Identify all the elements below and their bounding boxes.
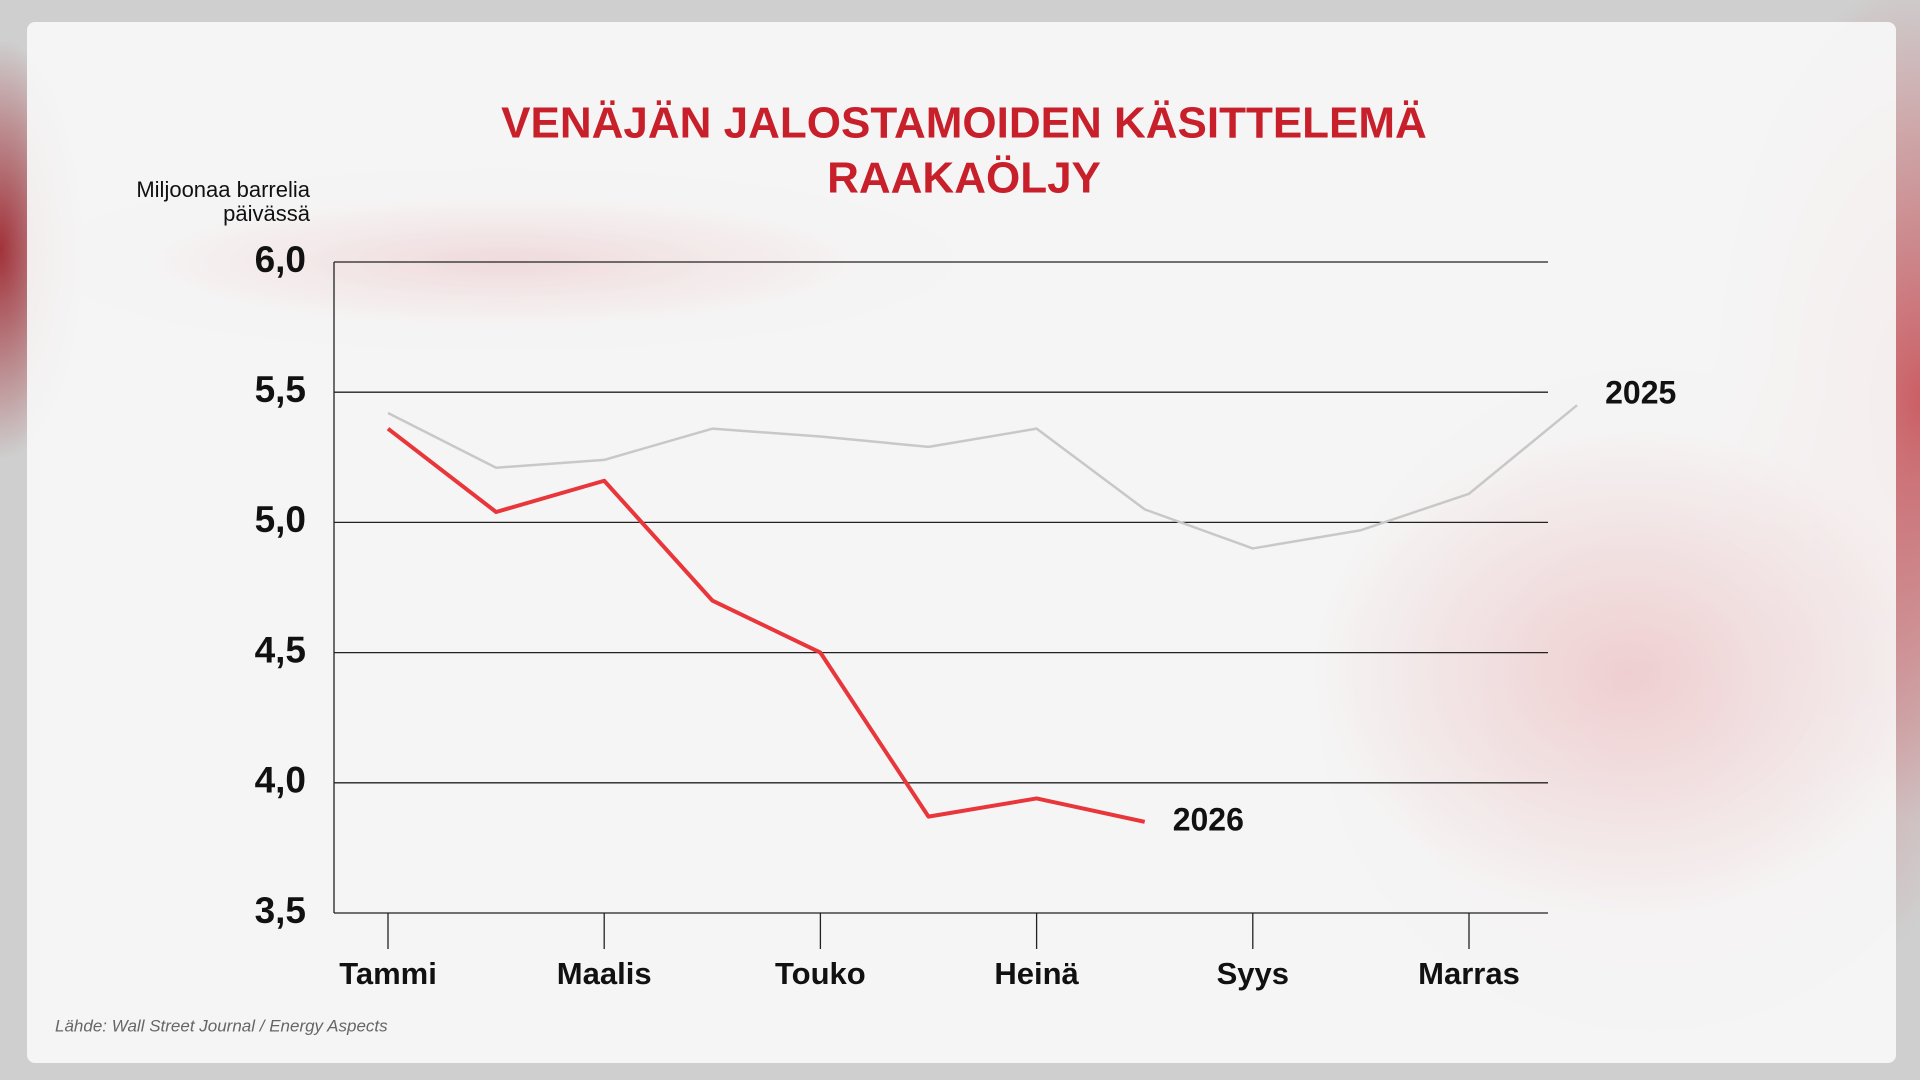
- x-tick-label: Marras: [1418, 956, 1520, 991]
- x-tick-label: Syys: [1217, 956, 1289, 991]
- series-line: [386, 427, 1146, 824]
- y-tick-label: 3,5: [255, 890, 306, 931]
- series-label: 2025: [1605, 375, 1676, 411]
- source: Lähde: Wall Street Journal / Energy Aspe…: [55, 1016, 388, 1035]
- y-tick-label: 5,5: [255, 369, 306, 410]
- y-tick-label: 5,0: [255, 499, 306, 540]
- x-tick-label: Maalis: [557, 956, 652, 991]
- y-tick-label: 4,5: [255, 629, 306, 670]
- y-tick-label: 6,0: [255, 239, 306, 280]
- chart-title: RAAKAÖLJY: [827, 154, 1101, 203]
- card: [27, 22, 1896, 1063]
- x-tick-label: Heinä: [994, 956, 1079, 991]
- series-line: [387, 404, 1578, 550]
- x-tick-label: Touko: [775, 956, 866, 991]
- y-axis-label: päivässä: [223, 201, 311, 226]
- series-label: 2026: [1173, 801, 1244, 837]
- y-axis-label: Miljoonaa barrelia: [136, 177, 310, 202]
- chart-title: VENÄJÄN JALOSTAMOIDEN KÄSITTELEMÄ: [501, 99, 1427, 148]
- y-tick-label: 4,0: [255, 760, 306, 801]
- x-tick-label: Tammi: [339, 956, 437, 991]
